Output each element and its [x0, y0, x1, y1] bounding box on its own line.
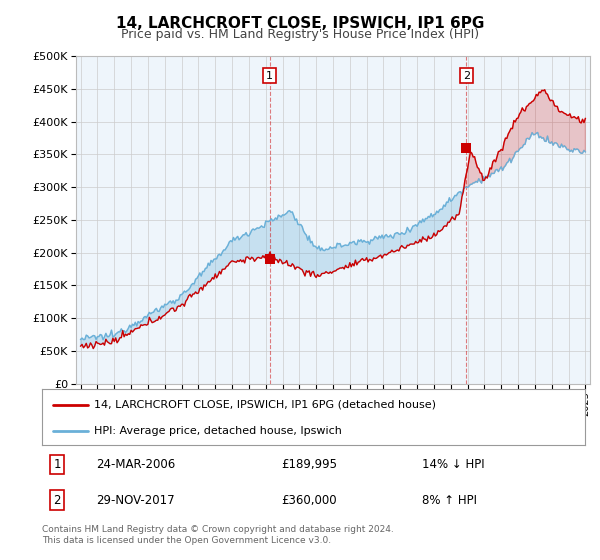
Text: 14, LARCHCROFT CLOSE, IPSWICH, IP1 6PG: 14, LARCHCROFT CLOSE, IPSWICH, IP1 6PG	[116, 16, 484, 31]
Text: Price paid vs. HM Land Registry's House Price Index (HPI): Price paid vs. HM Land Registry's House …	[121, 28, 479, 41]
Text: 8% ↑ HPI: 8% ↑ HPI	[422, 494, 477, 507]
Text: £360,000: £360,000	[281, 494, 337, 507]
Text: 2: 2	[463, 71, 470, 81]
Text: 14, LARCHCROFT CLOSE, IPSWICH, IP1 6PG (detached house): 14, LARCHCROFT CLOSE, IPSWICH, IP1 6PG (…	[94, 400, 436, 410]
Text: 2: 2	[53, 494, 61, 507]
Text: 29-NOV-2017: 29-NOV-2017	[97, 494, 175, 507]
Text: HPI: Average price, detached house, Ipswich: HPI: Average price, detached house, Ipsw…	[94, 426, 341, 436]
Text: 24-MAR-2006: 24-MAR-2006	[97, 458, 176, 471]
Text: 1: 1	[53, 458, 61, 471]
Text: 1: 1	[266, 71, 273, 81]
Text: Contains HM Land Registry data © Crown copyright and database right 2024.
This d: Contains HM Land Registry data © Crown c…	[42, 525, 394, 545]
Text: £189,995: £189,995	[281, 458, 337, 471]
Text: 14% ↓ HPI: 14% ↓ HPI	[422, 458, 485, 471]
